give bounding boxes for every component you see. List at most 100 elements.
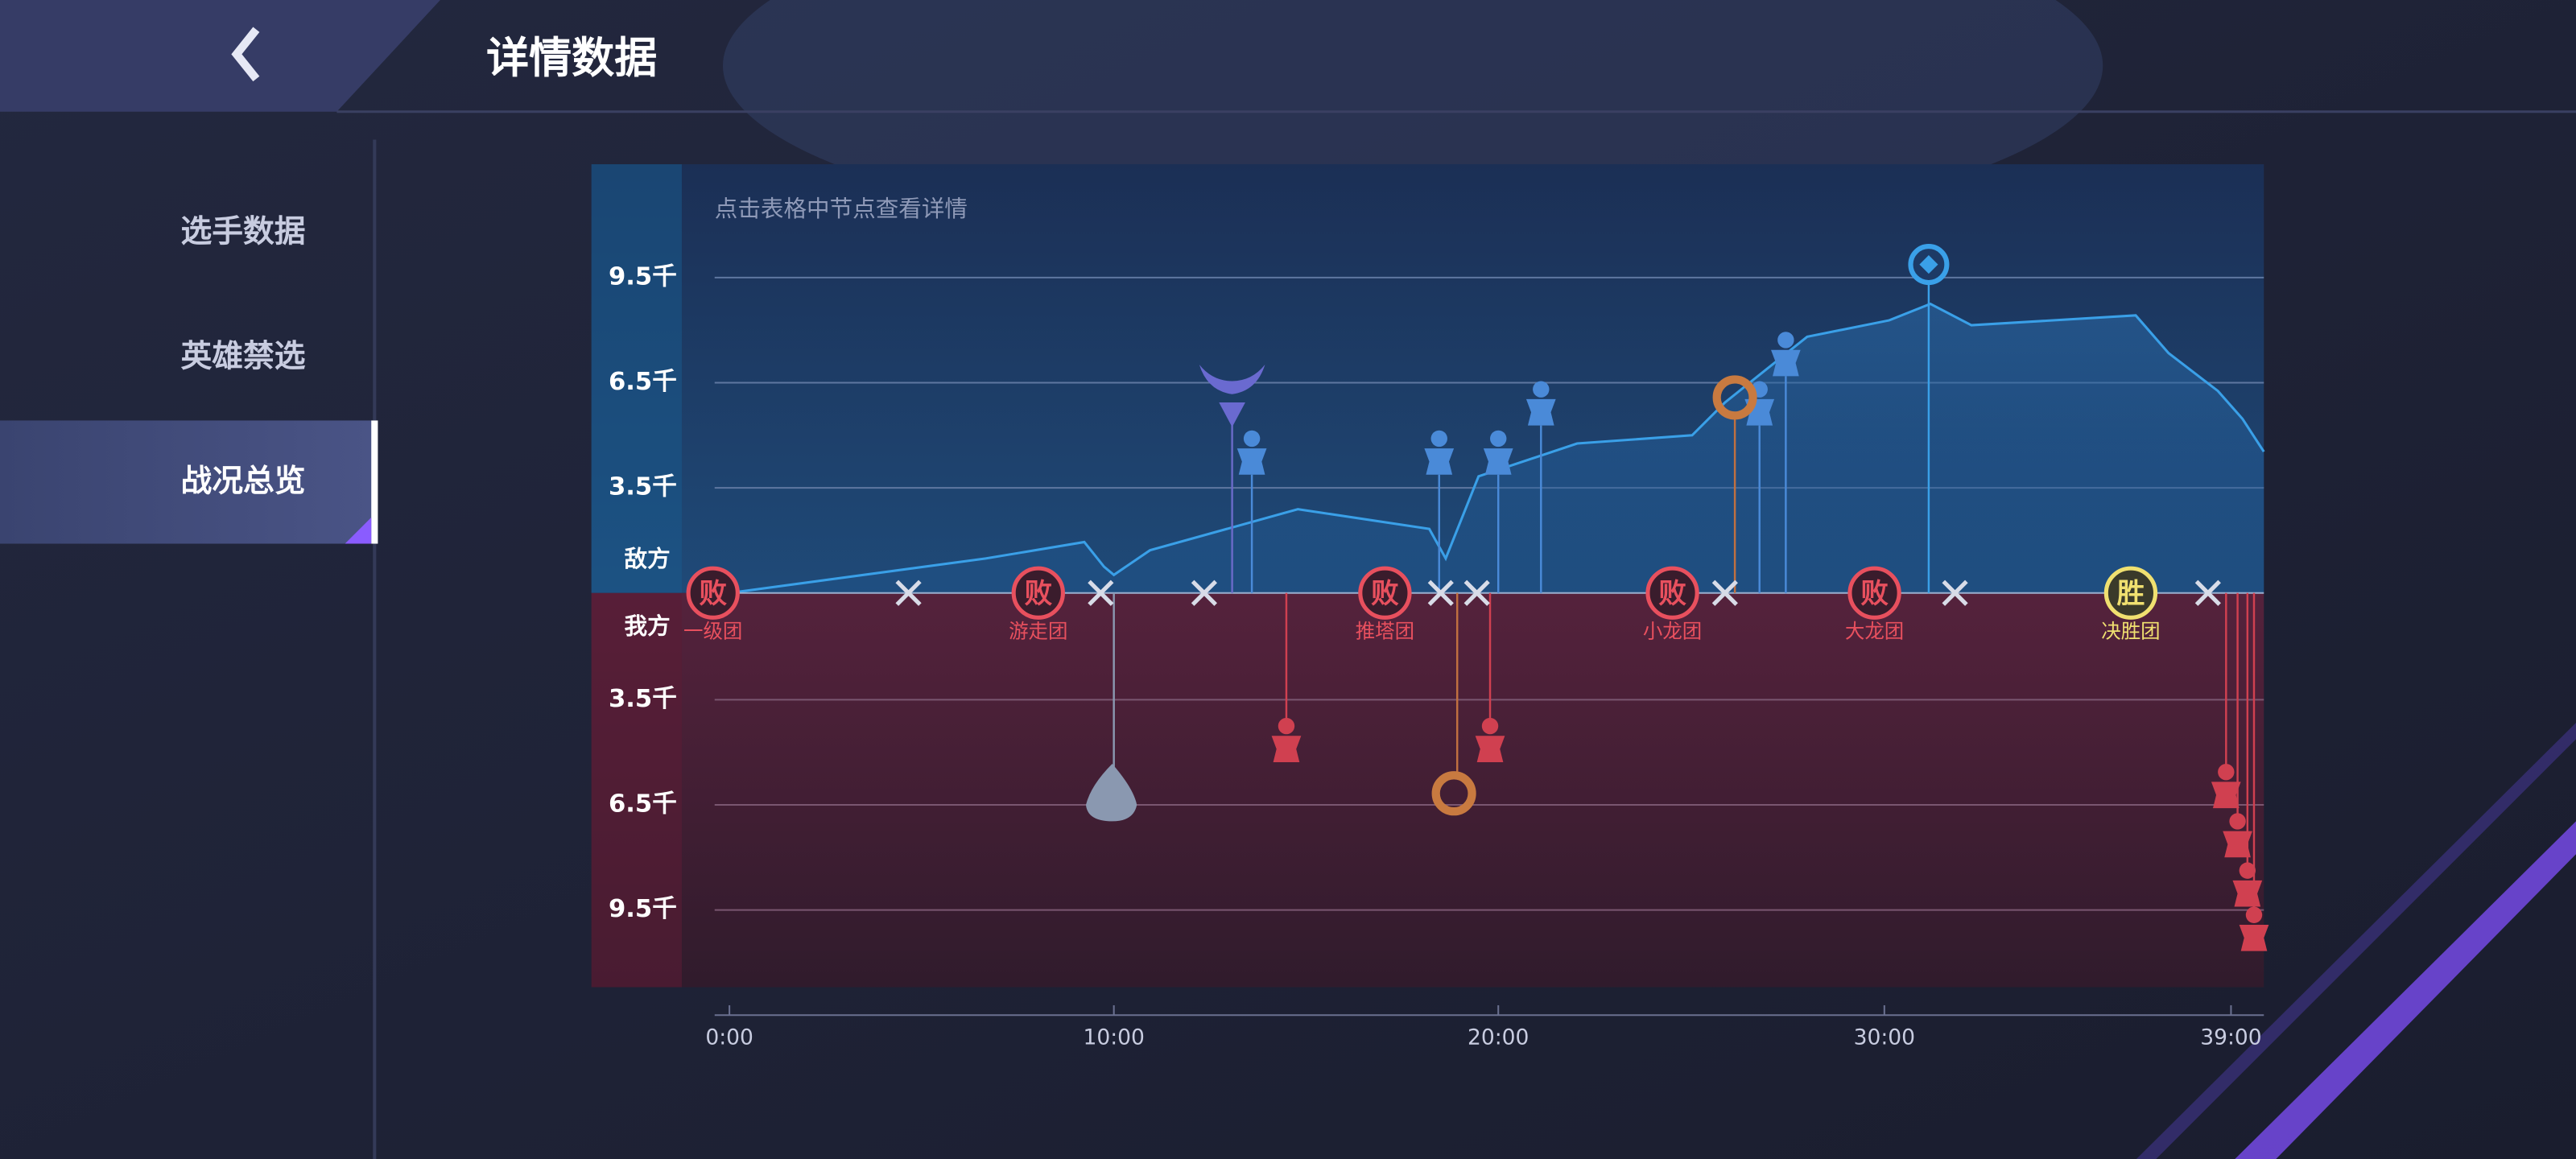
sword	[1191, 580, 1218, 606]
event-name: 游走团	[1009, 620, 1067, 643]
swirl-icon	[1431, 771, 1476, 816]
tower-body	[2211, 782, 2241, 809]
tower-body	[1771, 349, 1801, 377]
flame-icon	[1085, 763, 1137, 822]
fight-icon[interactable]	[1191, 580, 1218, 606]
x-tick-label: 10:00	[1083, 1025, 1144, 1050]
tower-head	[1777, 332, 1794, 349]
tower-icon[interactable]	[1525, 381, 1556, 426]
sword	[895, 580, 922, 606]
fight-icon[interactable]	[1942, 580, 1968, 606]
tower-head	[1278, 717, 1295, 735]
event-badge	[1011, 566, 1065, 620]
tower-head	[1533, 381, 1550, 398]
event-result: 败	[1658, 578, 1686, 610]
tower-icon[interactable]	[1271, 717, 1302, 762]
y-tick-label: 3.5千	[609, 685, 677, 713]
event-badge	[1645, 566, 1699, 620]
sidebar-tab[interactable]: 战况总览	[181, 464, 306, 500]
y-tick-label: 6.5千	[609, 368, 677, 396]
tower-head	[1430, 430, 1447, 448]
tower-body	[2239, 924, 2269, 951]
event-badge	[2103, 566, 2158, 620]
event-result: 败	[1024, 578, 1052, 610]
axis-column-bottom	[591, 592, 682, 988]
dragon-icon	[1199, 365, 1265, 427]
sidebar-tab[interactable]: 英雄禁选	[181, 338, 306, 374]
tower-icon[interactable]	[2239, 906, 2269, 951]
fight-icon[interactable]	[2194, 580, 2221, 606]
sidebar-tab[interactable]: 选手数据	[181, 213, 306, 250]
tower-body	[1483, 448, 1513, 475]
axis-column-top	[591, 164, 682, 593]
sword	[2194, 580, 2221, 606]
tower-head	[1243, 430, 1261, 448]
panel-bottom	[591, 592, 2264, 988]
y-tick-label: 3.5千	[609, 473, 677, 501]
sword	[1427, 580, 1454, 606]
enemy-label: 敌方	[625, 545, 671, 572]
back-button-bg	[0, 0, 440, 112]
event-name: 一级团	[683, 620, 742, 643]
page-title: 详情数据	[486, 33, 657, 83]
x-tick-label: 30:00	[1854, 1025, 1915, 1050]
tower-icon[interactable]	[1236, 430, 1267, 475]
tower-body	[2223, 831, 2252, 858]
event-name: 小龙团	[1643, 620, 1702, 643]
active-tab-bg	[0, 420, 375, 544]
active-tab-accent	[345, 517, 372, 544]
back-button[interactable]	[0, 0, 440, 112]
tower-icon[interactable]	[2223, 813, 2252, 858]
y-tick-label: 6.5千	[609, 790, 677, 819]
event-badge	[1847, 566, 1901, 620]
tower-head	[1490, 430, 1507, 448]
fight-icon[interactable]	[1463, 580, 1490, 606]
event-name: 推塔团	[1356, 620, 1414, 643]
corner-stripe	[2235, 821, 2576, 1159]
sword	[1942, 580, 1968, 606]
tower-head	[2239, 862, 2256, 879]
tower-head	[2218, 763, 2235, 781]
corner-stripe	[2136, 722, 2576, 1159]
tower-body	[1475, 736, 1505, 762]
tower-icon[interactable]	[1475, 717, 1505, 762]
event-badge	[686, 566, 740, 620]
tower-icon[interactable]	[1483, 430, 1513, 475]
tower-body	[1424, 448, 1455, 475]
chart-hint: 点击表格中节点查看详情	[715, 195, 968, 222]
fight-icon[interactable]	[1427, 580, 1454, 606]
fight-icon[interactable]	[1711, 580, 1738, 606]
x-tick-label: 20:00	[1468, 1025, 1529, 1050]
y-tick-label: 9.5千	[609, 895, 677, 923]
event-result: 败	[1371, 578, 1399, 610]
tower-head	[2229, 813, 2246, 830]
event-badge	[1358, 566, 1412, 620]
tower-body	[1525, 398, 1556, 426]
tower-icon[interactable]	[1771, 332, 1801, 377]
event-name: 大龙团	[1845, 620, 1904, 643]
ally-label: 我方	[625, 612, 671, 640]
tower-icon[interactable]	[1424, 430, 1455, 475]
tower-icon[interactable]	[2211, 763, 2241, 809]
event-result: 败	[699, 578, 727, 610]
fight-icon[interactable]	[895, 580, 922, 606]
y-tick-label: 9.5千	[609, 262, 677, 291]
advantage-line	[729, 302, 2265, 595]
fight-icon[interactable]	[1088, 580, 1114, 606]
active-tab-bar	[371, 420, 378, 544]
tower-body	[1271, 736, 1302, 762]
sword	[1088, 580, 1114, 606]
tower-head	[1481, 717, 1499, 735]
event-name: 决胜团	[2101, 620, 2160, 643]
back-arrow	[231, 27, 260, 82]
tower-body	[1236, 448, 1267, 475]
event-result: 败	[1860, 578, 1889, 610]
sword	[1463, 580, 1490, 606]
